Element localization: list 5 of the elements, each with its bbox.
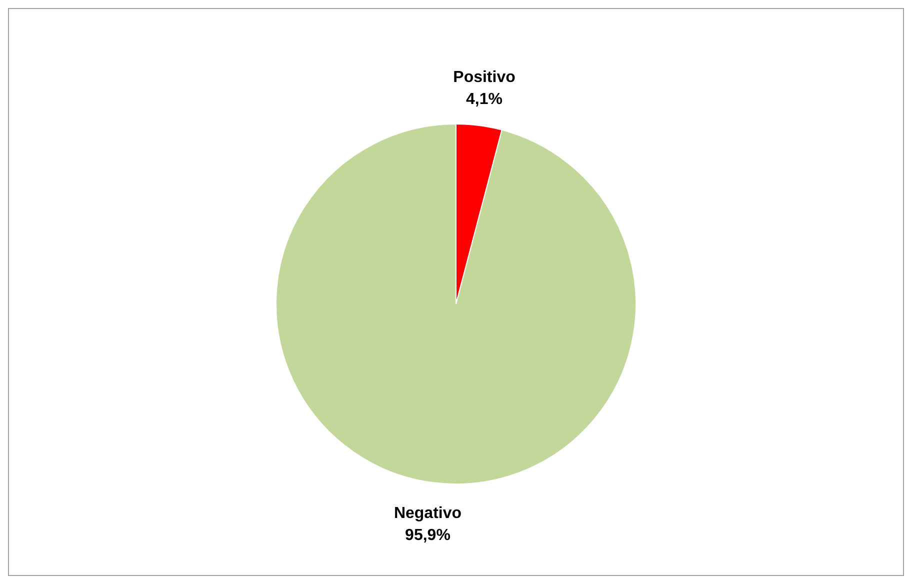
slice-label: Positivo (453, 68, 516, 86)
slice-label: Negativo (394, 505, 462, 522)
data-label: 4,1% (466, 90, 502, 108)
data-label: 95,9% (405, 527, 450, 544)
pie-slice (276, 124, 636, 484)
